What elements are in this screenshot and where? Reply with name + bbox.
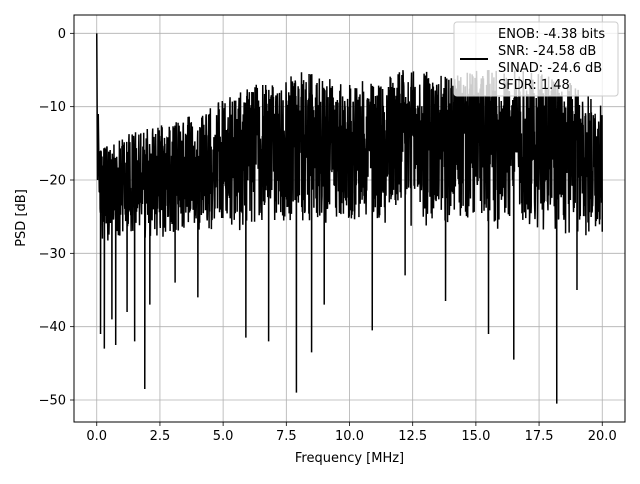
legend-box [453,21,619,97]
ticks: 0.0 2.5 5.0 7.5 10.0 12.5 15.0 17.5 20.0 0 −10 −20 −… [39,27,617,444]
legend-sinad: SINAD: -24.6 dB [498,61,602,76]
legend: ENOB: -4.38 bits SNR: -24.58 dB SINAD: -… [453,21,619,97]
data-layer [96,33,603,404]
legend-sfdr: SFDR: 1.48 [498,78,570,93]
x-tick-label: 10.0 [335,429,364,444]
y-tick-label: −40 [39,320,66,335]
x-tick-label: 17.5 [525,429,554,444]
x-axis-title: Frequency [MHz] [295,451,404,466]
x-tick-label: 7.5 [276,429,297,444]
y-axis-title: PSD [dB] [14,189,29,247]
x-tick-label: 2.5 [150,429,171,444]
legend-enob: ENOB: -4.38 bits [498,27,605,42]
x-tick-label: 5.0 [213,429,234,444]
y-tick-label: −30 [39,247,66,262]
y-tick-label: 0 [58,27,66,42]
x-tick-label: 0.0 [86,429,107,444]
legend-snr: SNR: -24.58 dB [498,44,596,59]
y-tick-label: −20 [39,174,66,189]
x-tick-label: 12.5 [398,429,427,444]
y-tick-label: −50 [39,394,66,409]
x-tick-label: 15.0 [461,429,490,444]
y-tick-label: −10 [39,100,66,115]
psd-series-line [96,33,603,404]
x-tick-label: 20.0 [588,429,617,444]
